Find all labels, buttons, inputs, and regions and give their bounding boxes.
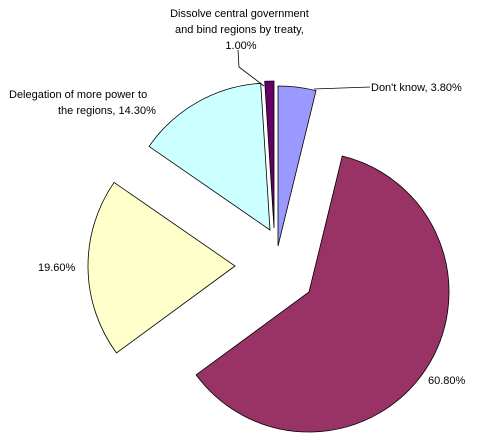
slice-19-60 bbox=[87, 181, 236, 354]
label-dissolve: Dissolve central government and bind reg… bbox=[170, 8, 312, 52]
pie-slices bbox=[87, 80, 450, 433]
label-19-60: 19.60% bbox=[38, 262, 76, 274]
leader-lines bbox=[237, 49, 371, 90]
slice-dissolve bbox=[264, 80, 275, 229]
leader-line-dissolve bbox=[237, 49, 265, 87]
leader-line-dont-know bbox=[313, 86, 371, 90]
label-dont-know: Don't know, 3.80% bbox=[371, 82, 462, 94]
label-delegation: Delegation of more power to the regions,… bbox=[9, 89, 156, 117]
label-60-80: 60.80% bbox=[428, 375, 466, 387]
slice-delegation bbox=[148, 82, 271, 231]
slice-60-80 bbox=[195, 155, 450, 433]
slice-dont-know bbox=[277, 85, 317, 247]
